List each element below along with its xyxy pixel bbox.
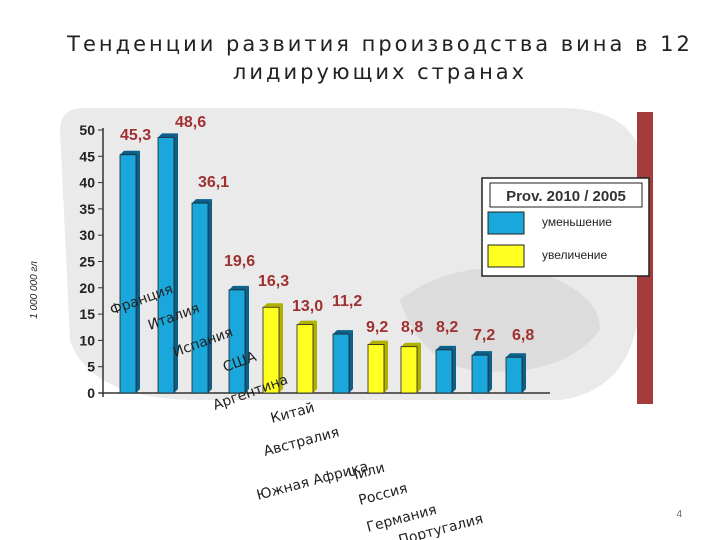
bar-value-label: 9,2 (366, 319, 388, 336)
bar-top (263, 303, 283, 308)
legend-item-label: увеличение (542, 248, 607, 262)
bar (471, 354, 489, 394)
page-number: 4 (676, 509, 682, 520)
category-label: Австралия (262, 424, 341, 460)
bar-side (279, 303, 283, 393)
bar-side (174, 133, 178, 393)
bar (332, 333, 350, 394)
legend-swatch (487, 244, 525, 268)
title-line-1: Тенденции развития производства вина в 1… (67, 32, 693, 56)
bar-top (506, 353, 526, 358)
slide-title: Тенденции развития производства вина в 1… (60, 30, 700, 86)
bar-value-label: 16,3 (258, 273, 289, 290)
bar-value-label: 19,6 (224, 253, 255, 270)
y-tick-label: 45 (79, 148, 95, 164)
bar-side (384, 340, 388, 393)
y-tick-label: 35 (79, 201, 95, 217)
bar-side (417, 342, 421, 393)
legend-swatch (487, 211, 525, 235)
bar-side (452, 345, 456, 393)
bar-top (401, 342, 421, 347)
legend-item-label: уменьшение (542, 215, 612, 229)
bar-top (158, 133, 178, 138)
bar-side (349, 330, 353, 393)
bar-side (245, 285, 249, 393)
bar (228, 289, 246, 394)
y-tick-label: 30 (79, 227, 95, 243)
y-tick-label: 25 (79, 254, 95, 270)
bar (435, 349, 453, 394)
bar (157, 136, 175, 394)
bar-side (522, 353, 526, 393)
background-blob (400, 268, 600, 372)
y-tick-label: 20 (79, 280, 95, 296)
bar-top (368, 340, 388, 345)
bar-value-label: 13,0 (292, 298, 323, 315)
bar-side (313, 320, 317, 393)
y-axis-label: 1 000 000 гл (29, 261, 40, 319)
y-tick-label: 0 (87, 385, 95, 401)
bar-value-label: 45,3 (120, 127, 151, 144)
bar-value-label: 36,1 (198, 174, 229, 191)
bar-value-label: 8,2 (436, 319, 458, 336)
bar-value-label: 6,8 (512, 327, 534, 344)
bar-side (208, 199, 212, 393)
bar (119, 154, 137, 394)
bar-top (229, 285, 249, 290)
category-label: Китай (269, 400, 316, 427)
y-tick-label: 15 (79, 306, 95, 322)
bar (505, 356, 523, 394)
bar-side (136, 150, 140, 393)
y-tick-label: 10 (79, 332, 95, 348)
bar-value-label: 7,2 (473, 327, 495, 344)
bar (262, 306, 280, 394)
title-line-2: лидирующих странах (232, 60, 528, 84)
bar-top (120, 150, 140, 155)
bar-top (192, 199, 212, 204)
category-label: Россия (357, 480, 409, 508)
bar-value-label: 11,2 (332, 293, 362, 310)
legend-title: Prov. 2010 / 2005 (506, 188, 626, 205)
bar-value-label: 8,8 (401, 319, 423, 336)
bar (400, 346, 418, 394)
bar-top (297, 320, 317, 325)
bar-value-label: 48,6 (175, 114, 206, 131)
bar-top (472, 351, 492, 356)
y-tick-label: 50 (79, 122, 95, 138)
y-tick-label: 5 (87, 359, 95, 375)
bar-top (436, 345, 456, 350)
bar-side (488, 351, 492, 393)
y-tick-label: 40 (79, 175, 95, 191)
bar (191, 202, 209, 394)
bar (367, 344, 385, 394)
legend-title-box (489, 182, 643, 208)
bar-top (333, 330, 353, 335)
bar (296, 324, 314, 394)
